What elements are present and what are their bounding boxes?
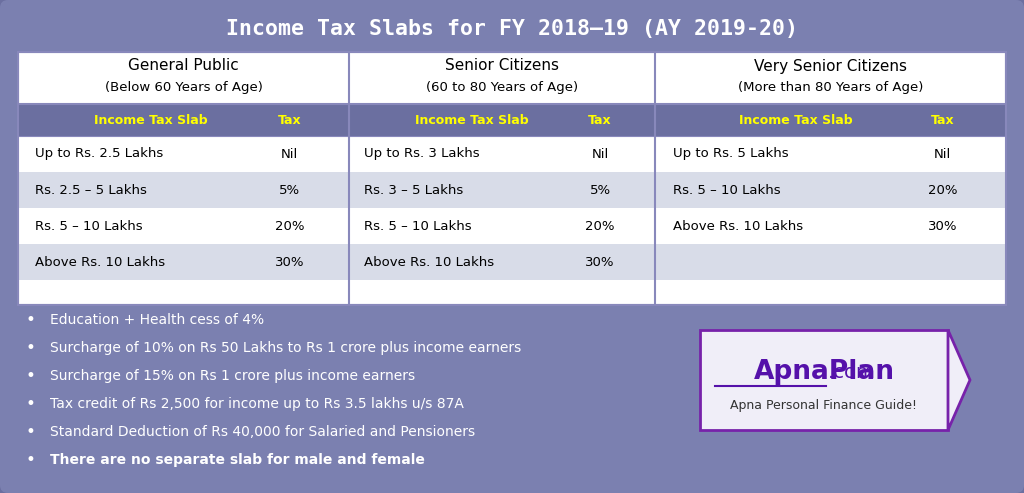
Text: 30%: 30% (928, 219, 957, 233)
Text: ApnaPlan: ApnaPlan (754, 359, 895, 385)
Text: 20%: 20% (274, 219, 304, 233)
Text: Income Tax Slab: Income Tax Slab (93, 113, 207, 127)
Text: •: • (25, 451, 35, 469)
Text: 5%: 5% (279, 183, 300, 197)
Text: Nil: Nil (281, 147, 298, 161)
FancyBboxPatch shape (655, 244, 1006, 280)
Text: Up to Rs. 5 Lakhs: Up to Rs. 5 Lakhs (673, 147, 788, 161)
FancyBboxPatch shape (655, 172, 1006, 208)
FancyBboxPatch shape (349, 104, 655, 136)
Text: •: • (25, 367, 35, 385)
Text: •: • (25, 311, 35, 329)
FancyBboxPatch shape (349, 208, 655, 244)
FancyBboxPatch shape (349, 136, 655, 172)
FancyBboxPatch shape (18, 52, 1006, 305)
Text: (Below 60 Years of Age): (Below 60 Years of Age) (104, 81, 262, 95)
Text: Senior Citizens: Senior Citizens (445, 59, 559, 73)
Text: .com: .com (828, 362, 876, 382)
Text: Income Tax Slabs for FY 2018–19 (AY 2019-20): Income Tax Slabs for FY 2018–19 (AY 2019… (226, 19, 798, 39)
Text: 20%: 20% (928, 183, 957, 197)
FancyBboxPatch shape (700, 330, 948, 430)
FancyBboxPatch shape (655, 136, 1006, 172)
FancyBboxPatch shape (18, 104, 349, 136)
Text: •: • (25, 339, 35, 357)
Text: Up to Rs. 2.5 Lakhs: Up to Rs. 2.5 Lakhs (35, 147, 163, 161)
Text: Income Tax Slab: Income Tax Slab (415, 113, 528, 127)
FancyBboxPatch shape (18, 136, 349, 172)
FancyBboxPatch shape (655, 208, 1006, 244)
Text: •: • (25, 395, 35, 413)
Text: Rs. 2.5 – 5 Lakhs: Rs. 2.5 – 5 Lakhs (35, 183, 146, 197)
Text: Apna Personal Finance Guide!: Apna Personal Finance Guide! (730, 398, 918, 412)
FancyBboxPatch shape (18, 244, 349, 280)
Text: Above Rs. 10 Lakhs: Above Rs. 10 Lakhs (35, 255, 165, 269)
FancyBboxPatch shape (8, 8, 1016, 50)
Text: Nil: Nil (592, 147, 608, 161)
Text: Surcharge of 15% on Rs 1 crore plus income earners: Surcharge of 15% on Rs 1 crore plus inco… (50, 369, 415, 383)
Text: Very Senior Citizens: Very Senior Citizens (754, 59, 907, 73)
Text: General Public: General Public (128, 59, 239, 73)
Text: Education + Health cess of 4%: Education + Health cess of 4% (50, 313, 264, 327)
FancyBboxPatch shape (655, 104, 1006, 136)
Text: 5%: 5% (590, 183, 610, 197)
Text: Nil: Nil (934, 147, 951, 161)
Text: Above Rs. 10 Lakhs: Above Rs. 10 Lakhs (673, 219, 803, 233)
Text: Income Tax Slab: Income Tax Slab (738, 113, 852, 127)
Text: Rs. 5 – 10 Lakhs: Rs. 5 – 10 Lakhs (35, 219, 142, 233)
Polygon shape (948, 330, 970, 430)
Text: Surcharge of 10% on Rs 50 Lakhs to Rs 1 crore plus income earners: Surcharge of 10% on Rs 50 Lakhs to Rs 1 … (50, 341, 521, 355)
Text: 30%: 30% (274, 255, 304, 269)
Text: (60 to 80 Years of Age): (60 to 80 Years of Age) (426, 81, 579, 95)
Text: Up to Rs. 3 Lakhs: Up to Rs. 3 Lakhs (365, 147, 480, 161)
FancyBboxPatch shape (18, 208, 349, 244)
Text: •: • (25, 423, 35, 441)
Text: Tax: Tax (931, 113, 954, 127)
FancyBboxPatch shape (349, 244, 655, 280)
Text: 20%: 20% (586, 219, 614, 233)
Text: There are no separate slab for male and female: There are no separate slab for male and … (50, 453, 425, 467)
Text: Rs. 5 – 10 Lakhs: Rs. 5 – 10 Lakhs (673, 183, 780, 197)
Text: Rs. 5 – 10 Lakhs: Rs. 5 – 10 Lakhs (365, 219, 472, 233)
Text: 30%: 30% (586, 255, 614, 269)
FancyBboxPatch shape (349, 172, 655, 208)
Text: Rs. 3 – 5 Lakhs: Rs. 3 – 5 Lakhs (365, 183, 464, 197)
Text: Above Rs. 10 Lakhs: Above Rs. 10 Lakhs (365, 255, 495, 269)
Text: Tax: Tax (278, 113, 301, 127)
Text: Tax: Tax (589, 113, 612, 127)
Text: Tax credit of Rs 2,500 for income up to Rs 3.5 lakhs u/s 87A: Tax credit of Rs 2,500 for income up to … (50, 397, 464, 411)
Text: (More than 80 Years of Age): (More than 80 Years of Age) (738, 81, 924, 95)
FancyBboxPatch shape (18, 172, 349, 208)
Text: Standard Deduction of Rs 40,000 for Salaried and Pensioners: Standard Deduction of Rs 40,000 for Sala… (50, 425, 475, 439)
